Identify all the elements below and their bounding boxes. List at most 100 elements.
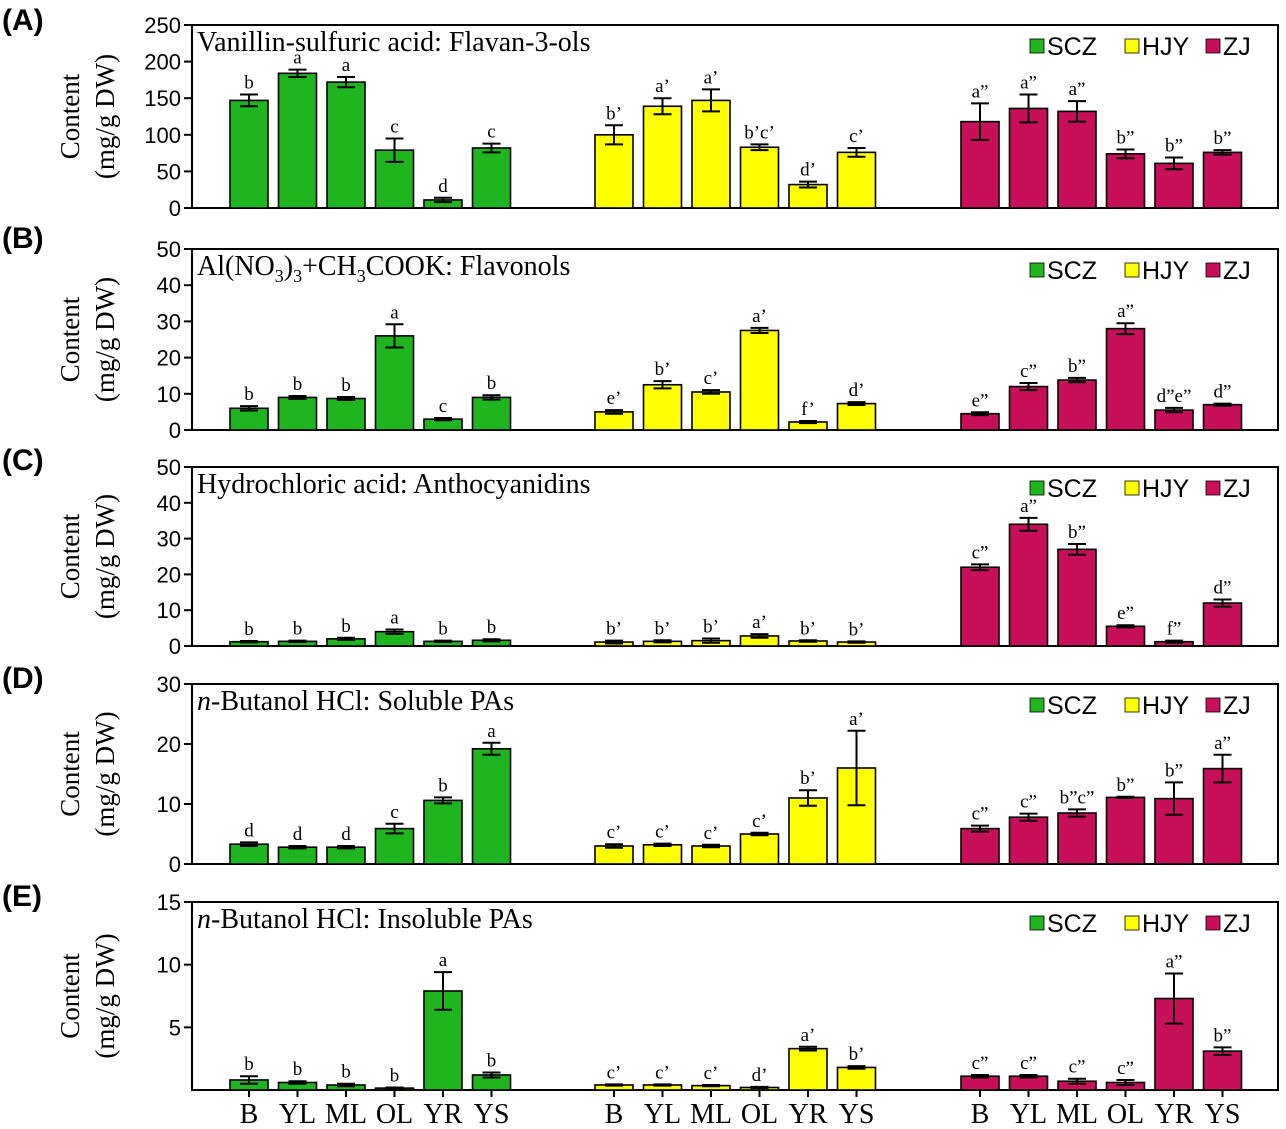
y-axis-label: Content [55, 953, 85, 1039]
legend-item-scz: SCZ [1029, 475, 1097, 503]
legend-item-scz: SCZ [1029, 257, 1097, 285]
bar-hjy [788, 797, 828, 865]
x-tick-label: OL [741, 1099, 778, 1129]
significance-label: a [390, 302, 399, 323]
significance-label: d [438, 176, 448, 197]
x-tick-label: YS [474, 1099, 510, 1129]
significance-label: b” [1117, 127, 1135, 148]
legend-swatch [1124, 38, 1140, 54]
bar-hjy [691, 845, 731, 865]
significance-label: b” [1068, 356, 1086, 377]
legend-label: HJY [1142, 257, 1190, 285]
significance-label: a” [972, 81, 989, 102]
legend-swatch [1205, 915, 1221, 931]
significance-label: c” [1020, 792, 1037, 813]
y-tick-label: 20 [157, 346, 181, 371]
significance-label: d”e” [1157, 386, 1192, 407]
bar-hjy [739, 833, 780, 865]
significance-label: b [487, 617, 497, 638]
y-axis-unit-label: (mg/g DW) [90, 54, 120, 179]
legend-label: SCZ [1047, 475, 1097, 503]
significance-label: b”c” [1060, 787, 1095, 808]
y-tick-label: 10 [157, 598, 181, 623]
legend-swatch [1205, 38, 1221, 54]
y-axis-label: Content [55, 73, 85, 159]
plot-frame [191, 683, 1279, 865]
legend-label: ZJ [1223, 910, 1251, 938]
x-tick-label: ML [690, 1099, 732, 1129]
y-tick-label: 20 [157, 732, 181, 757]
x-tick-label: YS [1205, 1099, 1241, 1129]
legend-item-hjy: HJY [1124, 33, 1190, 61]
bar-hjy [739, 146, 780, 209]
significance-label: b’ [703, 616, 719, 637]
significance-label: c’ [704, 368, 719, 389]
bar-zj [1008, 107, 1049, 209]
significance-label: b’ [606, 103, 622, 124]
legend-label: HJY [1142, 910, 1190, 938]
bar-scz [471, 396, 512, 431]
significance-label: c [439, 396, 447, 417]
bar-zj [1008, 816, 1049, 865]
legend-swatch [1029, 697, 1045, 713]
legend-swatch [1124, 915, 1140, 931]
plot-frame [191, 901, 1279, 1091]
legend-item-zj: ZJ [1205, 257, 1251, 285]
legend-item-hjy: HJY [1124, 257, 1190, 285]
y-tick-label: 30 [157, 309, 181, 334]
plot-frame [191, 248, 1279, 431]
significance-label: b” [1068, 522, 1086, 543]
significance-label: b [244, 73, 254, 94]
legend-label: ZJ [1223, 257, 1251, 285]
panel-e: (E) Content (mg/g DW) 5 10 15 n-Butanol HCl: I… [2, 880, 1279, 1129]
bar-zj [1057, 379, 1097, 431]
legend-swatch [1124, 697, 1140, 713]
significance-label: c [487, 122, 495, 143]
significance-label: b [438, 775, 448, 796]
plot-frame [191, 24, 1279, 209]
significance-label: d [341, 824, 351, 845]
legend-label: SCZ [1047, 692, 1097, 720]
panel-title: n-Butanol HCl: Insoluble PAs [197, 904, 533, 935]
legend-label: ZJ [1223, 475, 1251, 503]
x-tick-label: YR [789, 1099, 828, 1129]
bar-scz [471, 747, 512, 865]
legend-item-scz: SCZ [1029, 692, 1097, 720]
significance-label: c’ [607, 822, 622, 843]
significance-label: c” [972, 1053, 989, 1074]
plot-frame [191, 466, 1279, 647]
y-tick-label: 40 [157, 273, 181, 298]
panel-title: Al(NO3)3+CH3COOK: Flavonols [197, 251, 570, 286]
significance-label: d [244, 820, 254, 841]
y-tick-label: 40 [157, 491, 181, 516]
significance-label: a” [1069, 79, 1086, 100]
y-axis-label: Content [55, 731, 85, 817]
y-tick-label: 30 [157, 527, 181, 552]
bar-zj [1057, 110, 1097, 209]
legend-label: HJY [1142, 692, 1190, 720]
significance-label: a [487, 721, 496, 742]
y-axis-unit-label: (mg/g DW) [90, 711, 120, 836]
significance-label: b’ [655, 618, 671, 639]
bar-scz [471, 147, 512, 209]
significance-label: c” [972, 542, 989, 563]
legend-label: HJY [1142, 33, 1190, 61]
panel-title: Hydrochloric acid: Anthocyanidins [197, 469, 590, 500]
y-tick-label: 150 [144, 86, 181, 111]
significance-label: d’ [752, 1065, 768, 1086]
legend-item-zj: ZJ [1205, 692, 1251, 720]
significance-label: c’ [655, 1062, 670, 1083]
significance-label: b” [1165, 760, 1183, 781]
bar-hjy [642, 105, 683, 209]
bar-zj [1202, 602, 1243, 647]
bar-zj [960, 827, 1000, 865]
bar-hjy [836, 402, 877, 431]
bar-zj [1105, 625, 1146, 647]
bar-scz [374, 335, 415, 431]
bar-zj [960, 566, 1000, 647]
significance-label: a” [1214, 733, 1231, 754]
panel-d: (D) Content (mg/g DW) 0 10 20 30 n-Butanol HCl:… [2, 662, 1279, 877]
legend-swatch [1205, 480, 1221, 496]
significance-label: b’ [655, 359, 671, 380]
y-tick-label: 10 [157, 953, 181, 978]
